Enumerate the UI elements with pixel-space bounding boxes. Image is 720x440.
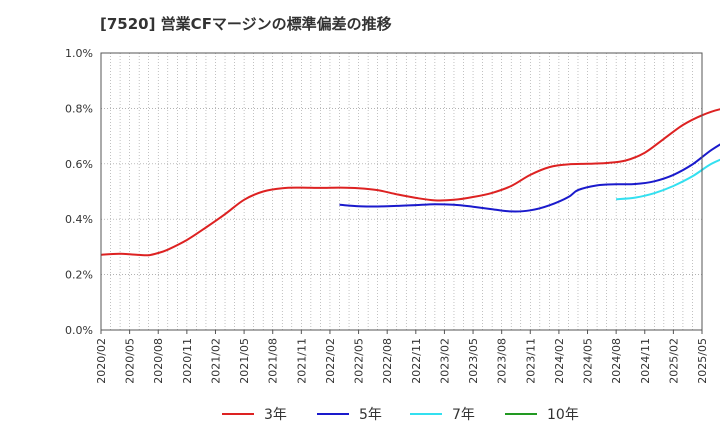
series-line-7年 (616, 158, 720, 201)
x-tick-label: 2022/11 (410, 338, 423, 384)
x-tick-label: 2025/05 (696, 338, 709, 384)
legend-label: 3年 (264, 407, 287, 423)
series-line-5年 (339, 143, 720, 213)
x-tick-label: 2023/11 (524, 338, 537, 384)
x-tick-label: 2023/08 (496, 338, 509, 384)
series-layer (100, 108, 720, 257)
y-tick-label: 0.8% (65, 102, 93, 115)
chart-title: [7520] 営業CFマージンの標準偏差の推移 (100, 15, 392, 33)
x-tick-label: 2022/02 (324, 338, 337, 384)
y-tick-label: 1.0% (65, 47, 93, 60)
y-tick-label: 0.2% (65, 269, 93, 282)
x-tick-label: 2024/08 (610, 338, 623, 384)
plot-frame (100, 52, 703, 331)
x-tick-label: 2022/05 (353, 338, 366, 384)
x-tick-label: 2021/11 (295, 338, 308, 384)
x-tick-label: 2022/08 (381, 338, 394, 384)
x-tick-label: 2021/02 (209, 338, 222, 384)
x-tick-label: 2021/05 (238, 338, 251, 384)
x-tick-label: 2020/11 (181, 338, 194, 384)
y-tick-label: 0.0% (65, 324, 93, 337)
x-tick-label: 2020/05 (124, 338, 137, 384)
x-tick-label: 2021/08 (267, 338, 280, 384)
y-axis: 0.0% 0.2% 0.4% 0.6% 0.8% 1.0% (65, 47, 93, 337)
y-tick-label: 0.6% (65, 158, 93, 171)
x-tick-label: 2020/02 (95, 338, 108, 384)
legend-label: 5年 (359, 407, 382, 423)
x-tick-label: 2023/02 (438, 338, 451, 384)
legend-label: 10年 (547, 407, 579, 423)
x-tick-label: 2025/02 (667, 338, 680, 384)
x-tick-label: 2024/11 (639, 338, 652, 384)
grid (101, 52, 702, 331)
series-line-3年 (100, 108, 720, 257)
x-axis: 2020/02 2020/05 2020/08 2020/11 2021/02 2021/… (95, 330, 709, 384)
legend: 3年 5年 7年 10年 (222, 407, 579, 423)
y-tick-label: 0.4% (65, 213, 93, 226)
x-tick-label: 2024/02 (553, 338, 566, 384)
x-tick-label: 2024/05 (582, 338, 595, 384)
legend-label: 7年 (452, 407, 475, 423)
x-tick-label: 2023/05 (467, 338, 480, 384)
x-tick-label: 2020/08 (152, 338, 165, 384)
